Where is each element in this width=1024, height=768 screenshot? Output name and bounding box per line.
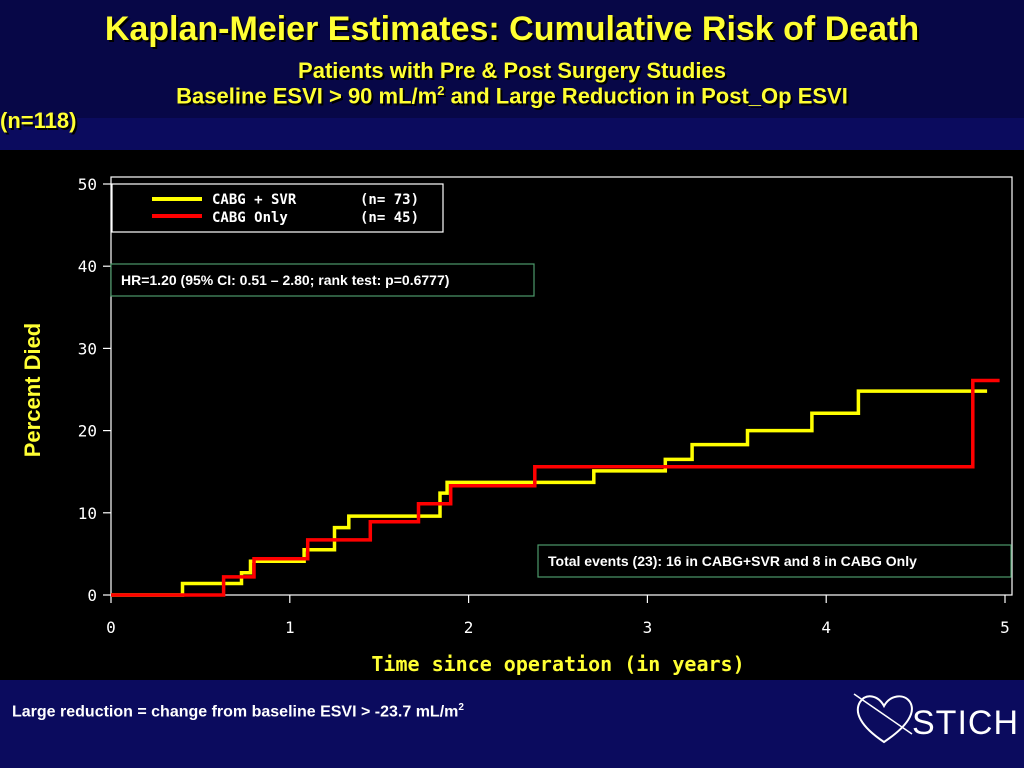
footer-note-superscript: 2 xyxy=(458,702,464,713)
hr-box xyxy=(110,263,535,297)
series-line-cabg-svr xyxy=(111,389,988,597)
events-box xyxy=(537,544,1012,578)
x-tick-label: 1 xyxy=(285,618,295,637)
slide-subtitle-2: Baseline ESVI > 90 mL/m2 and Large Reduc… xyxy=(0,83,1024,109)
x-tick-label: 3 xyxy=(643,618,653,637)
legend-n-cabg-svr: (n= 73) xyxy=(360,192,419,208)
events-annotation: Total events (23): 16 in CABG+SVR and 8 … xyxy=(537,544,1012,578)
subtitle-2-rest: and Large Reduction in Post_Op ESVI xyxy=(444,83,848,109)
x-tick-label: 5 xyxy=(1000,618,1010,637)
y-tick-label: 10 xyxy=(78,504,97,523)
subtitle-2-main: Baseline ESVI > 90 mL/m xyxy=(176,83,438,109)
stich-logo: STICH xyxy=(850,690,1020,760)
y-tick-label: 20 xyxy=(78,422,97,441)
slide-subtitle-1: Patients with Pre & Post Surgery Studies xyxy=(298,58,726,83)
y-axis-label: Percent Died xyxy=(20,323,45,458)
x-tick-label: 4 xyxy=(821,618,831,637)
y-tick-label: 30 xyxy=(78,339,97,358)
slide-title: Kaplan-Meier Estimates: Cumulative Risk … xyxy=(104,10,920,48)
plot-frame xyxy=(110,176,1013,596)
legend: CABG + SVR (n= 73) CABG Only (n= 45) xyxy=(111,183,444,233)
hr-annotation: HR=1.20 (95% CI: 0.51 – 2.80; rank test:… xyxy=(110,263,535,297)
footer-note-main: Large reduction = change from baseline E… xyxy=(12,703,459,721)
x-axis-label: Time since operation (in years) xyxy=(371,652,744,676)
footer-note: Large reduction = change from baseline E… xyxy=(12,702,464,721)
y-tick-label: 40 xyxy=(78,257,97,276)
y-tick-label: 0 xyxy=(87,586,97,605)
hr-text: HR=1.20 (95% CI: 0.51 – 2.80; rank test:… xyxy=(121,272,449,288)
series-line-cabg-only xyxy=(111,378,1000,597)
chart-panel: 0 10 20 30 40 50 0 1 2 3 4 5 CABG + SVR (n= 73) CAB… xyxy=(0,150,1024,680)
x-tick-label: 2 xyxy=(464,618,474,637)
heart-logo-icon xyxy=(853,693,913,744)
legend-box xyxy=(111,183,444,233)
legend-label-cabg-svr: CABG + SVR xyxy=(212,192,297,208)
events-text: Total events (23): 16 in CABG+SVR and 8 … xyxy=(548,553,917,569)
logo-text: STICH xyxy=(912,704,1019,742)
legend-n-cabg-only: (n= 45) xyxy=(360,210,419,226)
x-tick-label: 0 xyxy=(106,618,116,637)
subtitle-2-superscript: 2 xyxy=(437,83,445,98)
legend-label-cabg-only: CABG Only xyxy=(212,210,288,226)
slide-subtitle-3: (n=118) xyxy=(0,108,77,133)
y-tick-label: 50 xyxy=(78,175,97,194)
title-banner: Kaplan-Meier Estimates: Cumulative Risk … xyxy=(0,0,1024,118)
km-chart: 0 10 20 30 40 50 0 1 2 3 4 5 CABG + SVR (n= 73) CAB… xyxy=(20,175,1013,676)
